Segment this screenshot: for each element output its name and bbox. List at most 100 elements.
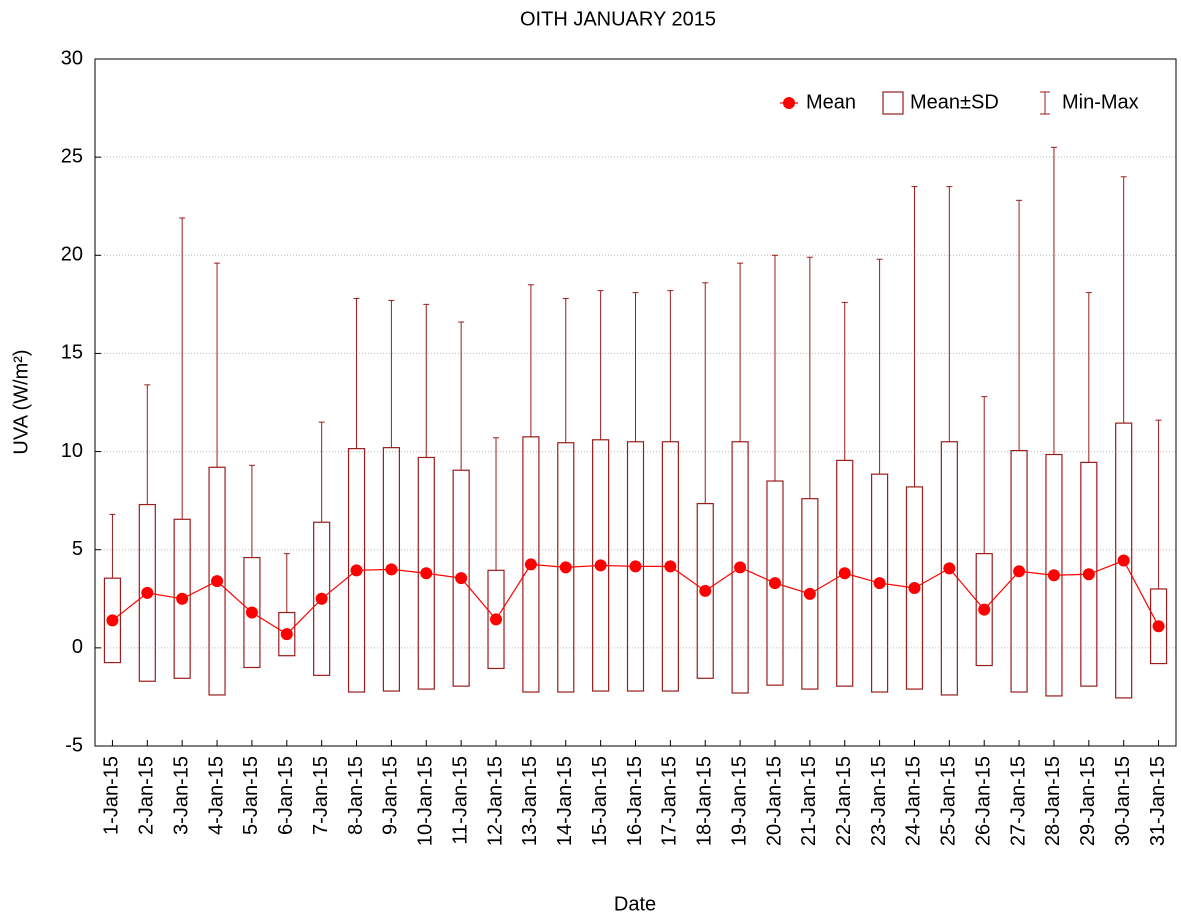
x-tick-label: 1-Jan-15 [101,756,123,835]
mean-point [1152,620,1165,633]
y-tick-label: 10 [61,440,83,462]
chart-title: OITH JANUARY 2015 [520,8,716,30]
x-tick-label: 25-Jan-15 [938,756,960,846]
x-tick-label: 16-Jan-15 [624,756,646,846]
mean-point [106,614,119,627]
mean-point [176,592,189,605]
x-tick-label: 3-Jan-15 [170,756,192,835]
mean-point [420,567,433,580]
mean-point [943,562,956,575]
y-tick-label: 0 [72,636,83,658]
sd-box [1149,588,1168,665]
x-tick-label: 2-Jan-15 [136,756,158,835]
mean-point [1082,568,1095,581]
sd-box [487,569,505,670]
legend-label: Min-Max [1062,91,1139,113]
mean-point [490,613,503,626]
x-tick-label: 10-Jan-15 [415,756,437,846]
mean-point [1013,565,1026,578]
mean-point [594,559,607,572]
sd-box [138,503,156,682]
x-tick-label: 23-Jan-15 [868,756,890,846]
mean-point [1047,569,1060,582]
x-tick-label: 14-Jan-15 [554,756,576,846]
sd-box [801,498,819,690]
sd-box [522,436,540,693]
sd-box [1115,422,1133,699]
sd-box [103,577,122,664]
x-tick-label: 13-Jan-15 [519,756,541,846]
mean-point [629,560,642,573]
mean-point [211,575,224,588]
y-tick-label: -5 [65,734,83,756]
legend-label: Mean [806,91,856,113]
mean-point [524,558,537,571]
mean-point [664,560,677,573]
mean-point [280,628,293,641]
mean-point [315,592,328,605]
mean-point [699,584,712,597]
x-tick-label: 11-Jan-15 [449,756,471,845]
sd-box [766,480,784,686]
y-axis-label: UVA (W/m²) [10,349,32,454]
x-tick-label: 6-Jan-15 [275,756,297,835]
mean-point [908,581,921,594]
mean-point [1117,554,1130,567]
y-tick-label: 5 [72,538,83,560]
x-tick-label: 19-Jan-15 [728,756,750,846]
sd-box [452,469,470,687]
sd-box [836,459,854,687]
sd-box [940,441,958,696]
mean-point [978,603,991,616]
legend-box [882,91,904,115]
mean-point [245,606,258,619]
mean-point [455,572,468,585]
sd-box [208,466,226,696]
sd-box [313,521,331,676]
sd-box [417,456,435,690]
sd-box [696,502,714,679]
x-tick-label: 31-Jan-15 [1147,756,1169,846]
y-tick-label: 30 [61,47,83,69]
sd-box [870,473,889,693]
y-tick-label: 25 [61,145,83,167]
sd-box [1010,449,1028,693]
x-tick-label: 24-Jan-15 [903,756,925,846]
sd-box [905,486,924,690]
x-tick-label: 18-Jan-15 [694,756,716,846]
x-tick-label: 20-Jan-15 [763,756,785,846]
legend-mean-dot [783,97,795,109]
x-tick-label: 5-Jan-15 [240,756,262,835]
x-tick-label: 4-Jan-15 [205,756,227,835]
mean-point [385,563,398,576]
mean-point [838,567,851,580]
x-tick-label: 17-Jan-15 [659,756,681,846]
x-tick-label: 12-Jan-15 [484,756,506,846]
x-tick-label: 15-Jan-15 [589,756,611,846]
mean-point [873,577,886,590]
x-tick-label: 7-Jan-15 [310,756,332,835]
x-tick-label: 30-Jan-15 [1112,756,1134,846]
x-tick-label: 8-Jan-15 [345,756,367,835]
x-tick-label: 27-Jan-15 [1007,756,1029,846]
x-tick-label: 21-Jan-15 [798,756,820,846]
x-tick-label: 28-Jan-15 [1042,756,1064,846]
x-tick-label: 29-Jan-15 [1077,756,1099,846]
x-tick-label: 9-Jan-15 [380,756,402,835]
mean-point [768,577,781,590]
sd-box [278,611,296,657]
mean-point [734,561,747,574]
x-tick-label: 26-Jan-15 [972,756,994,846]
y-tick-label: 20 [61,244,83,266]
sd-box [731,441,749,694]
x-axis-label: Date [614,893,656,915]
x-tick-label: 22-Jan-15 [833,756,855,846]
mean-point [350,564,363,577]
sd-box [975,553,993,667]
mean-point [141,586,154,599]
mean-point [803,587,816,600]
y-tick-label: 15 [61,342,83,364]
legend-label: Mean±SD [910,91,999,113]
mean-point [559,561,572,574]
